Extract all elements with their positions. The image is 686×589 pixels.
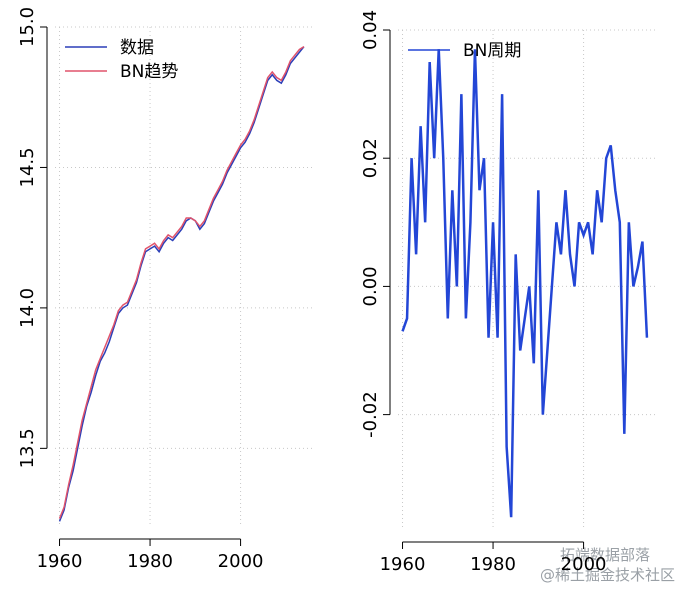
y-tick-label: 13.5 [17, 428, 38, 468]
watermark: 拓端数据部落 [560, 546, 650, 564]
data-line [58, 46, 305, 519]
y-tick-label: 0.00 [360, 266, 381, 306]
y-tick-label: 14.0 [17, 288, 38, 328]
data-line [401, 49, 649, 518]
x-tick-label: 1980 [470, 554, 516, 575]
legend-label: BN趋势 [120, 62, 178, 82]
x-tick-label: 1960 [380, 554, 426, 575]
y-tick-label: 15.0 [17, 7, 38, 47]
x-tick-label: 1980 [127, 551, 173, 572]
y-tick-label: 14.5 [17, 147, 38, 187]
watermark: @稀土掘金技术社区 [540, 566, 675, 584]
y-tick-label: -0.02 [360, 391, 381, 438]
y-tick-label: 0.02 [360, 138, 381, 178]
x-tick-label: 2000 [561, 554, 607, 575]
x-tick-label: 1960 [37, 551, 83, 572]
x-tick-label: 2000 [218, 551, 264, 572]
data-line [58, 46, 305, 522]
y-tick-label: 0.04 [360, 10, 381, 50]
legend-label: 数据 [120, 38, 154, 58]
legend-label: BN周期 [463, 41, 521, 61]
